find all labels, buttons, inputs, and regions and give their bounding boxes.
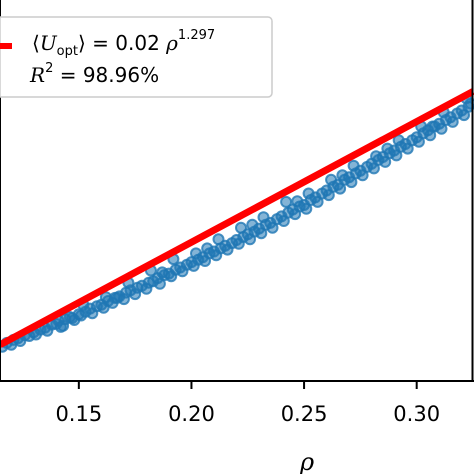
legend-box [0,16,273,98]
x-tick-label: 0.25 [281,402,328,426]
legend-fit-exp: 1.297 [178,28,215,43]
data-point [66,312,79,325]
scatter-points [0,92,474,353]
x-axis-label: ρ [299,448,314,474]
legend: ⟨Uopt⟩ = 0.02 ρ1.297 R2 = 98.96% [0,16,273,98]
data-point [190,247,202,260]
legend-r2-R: R [29,63,45,87]
legend-r2-sup: 2 [45,61,53,76]
data-point [381,142,394,155]
legend-fit-entry: ⟨Uopt⟩ = 0.02 ρ1.297 [32,28,215,59]
data-point [291,195,304,208]
legend-fit-eq: ⟩ = 0.02 [78,31,166,55]
data-point [280,195,293,208]
legend-r2-entry: R2 = 98.96% [29,61,159,87]
data-point [235,221,247,234]
data-point [54,320,67,333]
x-tick-label: 0.30 [393,402,440,426]
x-ticks: 0.15 0.20 0.25 0.30 [55,381,440,426]
x-tick-label: 0.15 [55,402,102,426]
data-point [257,211,270,224]
data-point [212,233,225,246]
data-point [201,242,214,255]
legend-fit-prefix: ⟨ [32,31,40,55]
data-point [111,291,124,304]
legend-r2-eq: = 98.96% [53,63,159,87]
data-point [325,173,338,186]
data-point [156,266,169,279]
data-point [347,159,360,172]
legend-fit-sub: opt [57,44,78,59]
legend-fit-U: U [40,31,58,55]
data-point [336,169,349,182]
data-point [370,150,383,163]
data-point [99,291,112,304]
legend-fit-rho: ρ [165,31,178,55]
data-point [246,218,259,231]
x-tick-label: 0.20 [168,402,215,426]
fit-line [0,88,474,348]
data-point [426,120,439,133]
data-point [392,134,405,147]
data-point [302,187,315,200]
